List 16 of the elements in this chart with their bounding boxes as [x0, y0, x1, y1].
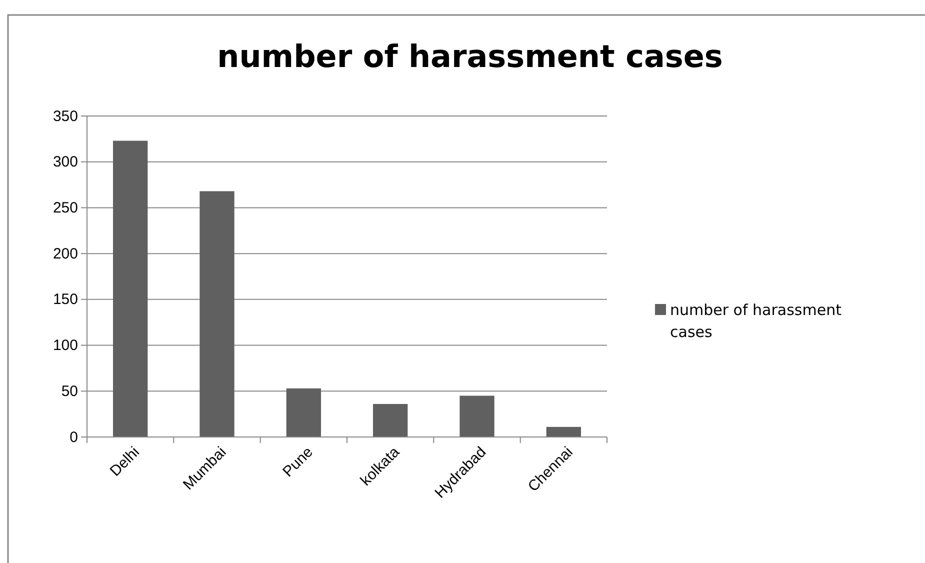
y-tick-label: 200 — [52, 245, 78, 262]
y-tick-label: 0 — [70, 428, 78, 446]
y-tick-label: 350 — [52, 108, 78, 125]
bar — [460, 396, 494, 437]
y-tick-label: 150 — [52, 291, 78, 308]
y-tick-label: 100 — [52, 337, 78, 354]
y-tick-label: 50 — [61, 382, 78, 400]
bar — [373, 404, 408, 437]
bar — [200, 191, 234, 437]
y-tick-label: 250 — [52, 200, 78, 217]
bar — [113, 140, 148, 437]
bar — [286, 388, 321, 437]
bar — [546, 426, 581, 437]
legend-label: number of harassment cases — [670, 301, 842, 341]
chart-title: number of harassment cases — [217, 39, 723, 75]
y-tick-label: 300 — [52, 154, 78, 171]
